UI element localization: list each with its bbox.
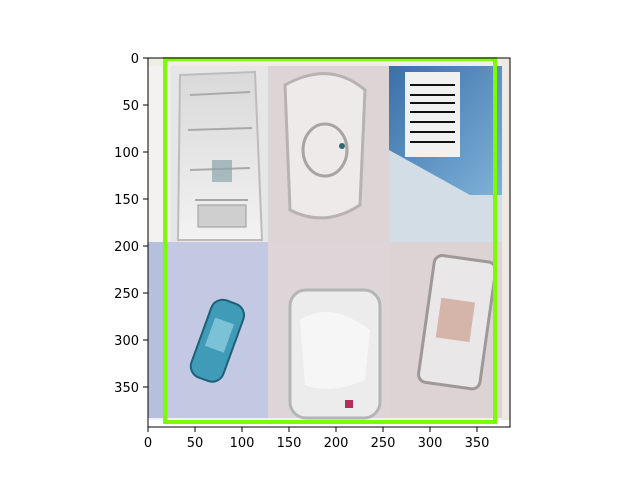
y-tick-label: 50	[122, 99, 139, 114]
x-tick-label: 0	[144, 436, 152, 451]
y-tick-label: 0	[131, 52, 139, 67]
bounding-box	[163, 57, 497, 424]
y-tick-label: 100	[114, 146, 139, 161]
x-tick-label: 300	[418, 436, 443, 451]
tile-carton	[389, 64, 510, 242]
x-tick-label: 150	[277, 436, 302, 451]
tile-crumpled-bottle	[170, 64, 268, 242]
axes-frame	[147, 57, 511, 428]
tile-tray	[389, 242, 510, 418]
x-axis: 0 50 100 150 200 250 300 350	[144, 427, 490, 451]
y-tick-label: 350	[114, 381, 139, 396]
x-tick-label: 50	[187, 436, 204, 451]
y-tick-label: 250	[114, 287, 139, 302]
x-tick-label: 100	[230, 436, 255, 451]
y-tick-label: 200	[114, 240, 139, 255]
x-tick-label: 350	[465, 436, 490, 451]
tile-ashtray	[268, 64, 389, 242]
image-mosaic	[148, 57, 510, 424]
y-tick-label: 300	[114, 334, 139, 349]
y-tick-label: 150	[114, 193, 139, 208]
y-axis: 0 50 100 150 200 250 300 350	[114, 52, 148, 396]
x-tick-label: 200	[324, 436, 349, 451]
tile-plastic-container	[268, 242, 389, 420]
x-tick-label: 250	[371, 436, 396, 451]
tile-blue-wrapper	[148, 242, 268, 418]
